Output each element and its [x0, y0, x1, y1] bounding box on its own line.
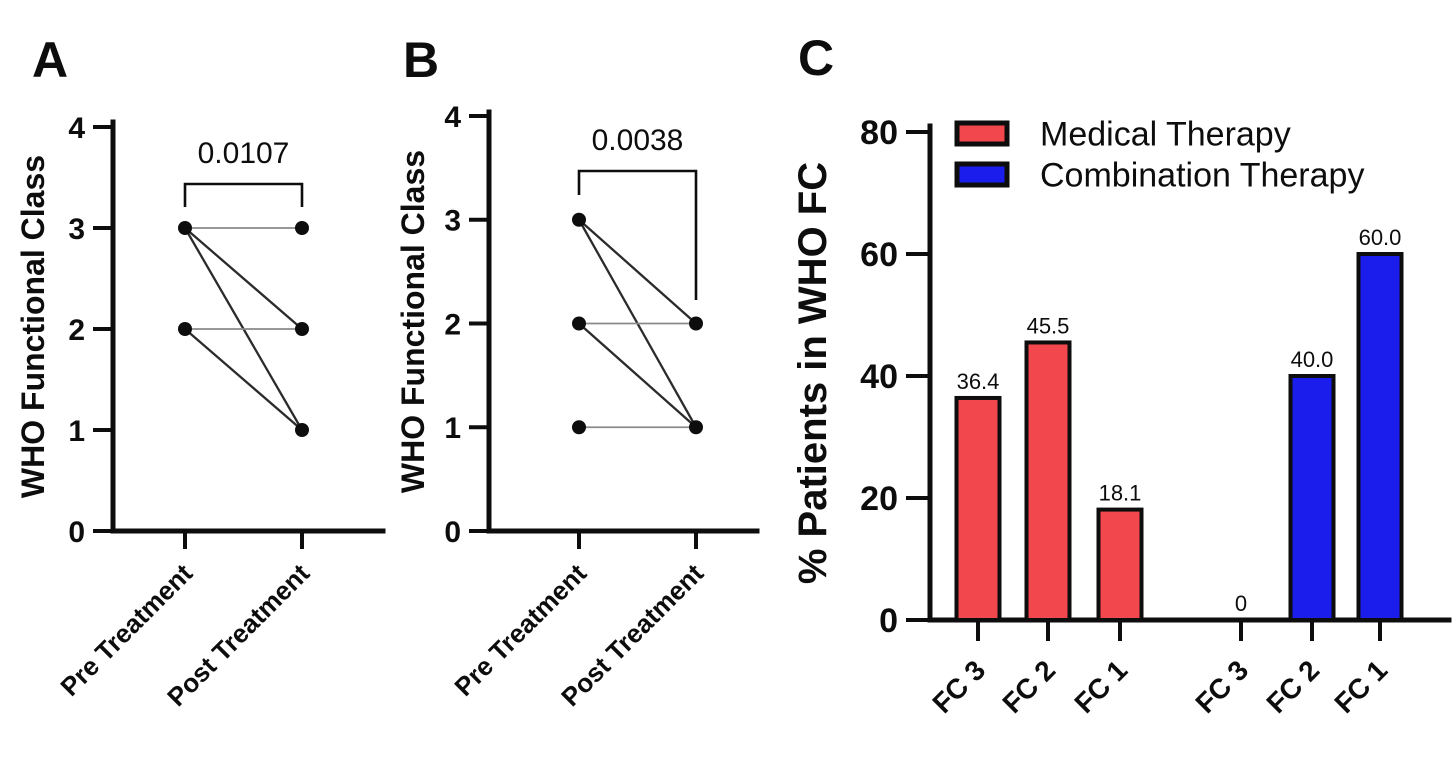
pre-treatment-point: [178, 322, 192, 336]
legend-label: Combination Therapy: [1040, 157, 1364, 195]
y-axis-title: WHO Functional Class: [15, 155, 51, 498]
pre-treatment-point: [572, 420, 586, 435]
patient-pair-line: [184, 227, 303, 330]
panel-b-letter: B: [403, 32, 440, 88]
y-tick-label: 2: [444, 308, 461, 341]
bar-value-label: 45.5: [1027, 313, 1070, 338]
post-treatment-point: [295, 423, 309, 437]
panel-a-letter: A: [32, 32, 69, 88]
p-value-label: 0.0038: [592, 124, 684, 157]
y-tick-label: 4: [444, 101, 461, 134]
legend-swatch-combination-therapy: [954, 161, 1010, 188]
y-tick-label: 0: [444, 516, 461, 549]
legend-label: Medical Therapy: [1040, 116, 1291, 154]
significance-bracket: [183, 182, 304, 207]
post-treatment-point: [689, 316, 703, 331]
bar-value-label: 40.0: [1291, 347, 1334, 372]
y-tick-label: 1: [444, 412, 461, 445]
patient-pair-line: [578, 322, 697, 429]
patient-pair-line: [578, 218, 697, 325]
post-treatment-point: [295, 221, 309, 235]
y-tick-label: 3: [68, 213, 85, 246]
bar-fc3-medical: [954, 395, 1002, 622]
x-category-label: FC 2: [1260, 654, 1325, 719]
pre-treatment-point: [178, 221, 192, 235]
post-treatment-point: [295, 322, 309, 336]
bar-fc1-medical: [1096, 507, 1144, 622]
significance-bracket: [577, 169, 698, 300]
panel-c-letter: C: [798, 30, 835, 86]
p-value-label: 0.0107: [198, 137, 290, 170]
y-tick-label: 40: [860, 358, 898, 396]
x-category-label: FC 3: [1189, 654, 1254, 719]
x-category-label: FC 3: [926, 654, 991, 719]
y-tick-label: 3: [444, 205, 461, 238]
y-tick-label: 2: [68, 314, 85, 347]
y-tick-label: 60: [860, 236, 898, 274]
y-tick-label: 1: [68, 415, 85, 448]
pre-treatment-point: [572, 212, 586, 227]
patient-pair-line: [184, 328, 303, 431]
y-axis-title: % Patients in WHO FC: [791, 162, 835, 584]
x-category-label: FC 1: [1328, 654, 1393, 719]
x-category-label: FC 1: [1068, 654, 1133, 719]
y-tick-label: 0: [879, 602, 898, 640]
bar-value-label: 18.1: [1099, 481, 1142, 506]
bar-fc2-combination: [1288, 374, 1336, 622]
bar-value-label: 36.4: [957, 369, 1000, 394]
bar-fc2-medical: [1024, 340, 1072, 622]
y-tick-label: 20: [860, 480, 898, 518]
legend-swatch-medical-therapy: [954, 120, 1010, 147]
y-tick-label: 4: [68, 112, 85, 145]
y-axis-title: WHO Functional Class: [395, 150, 431, 493]
post-treatment-point: [689, 420, 703, 435]
x-category-label: FC 2: [996, 654, 1061, 719]
bar-value-label: 60.0: [1359, 225, 1402, 250]
y-tick-label: 80: [860, 114, 898, 152]
y-tick-label: 0: [68, 516, 85, 549]
pre-treatment-point: [572, 316, 586, 331]
bar-fc1-combination: [1356, 252, 1404, 622]
bar-value-label: 0: [1235, 591, 1247, 616]
